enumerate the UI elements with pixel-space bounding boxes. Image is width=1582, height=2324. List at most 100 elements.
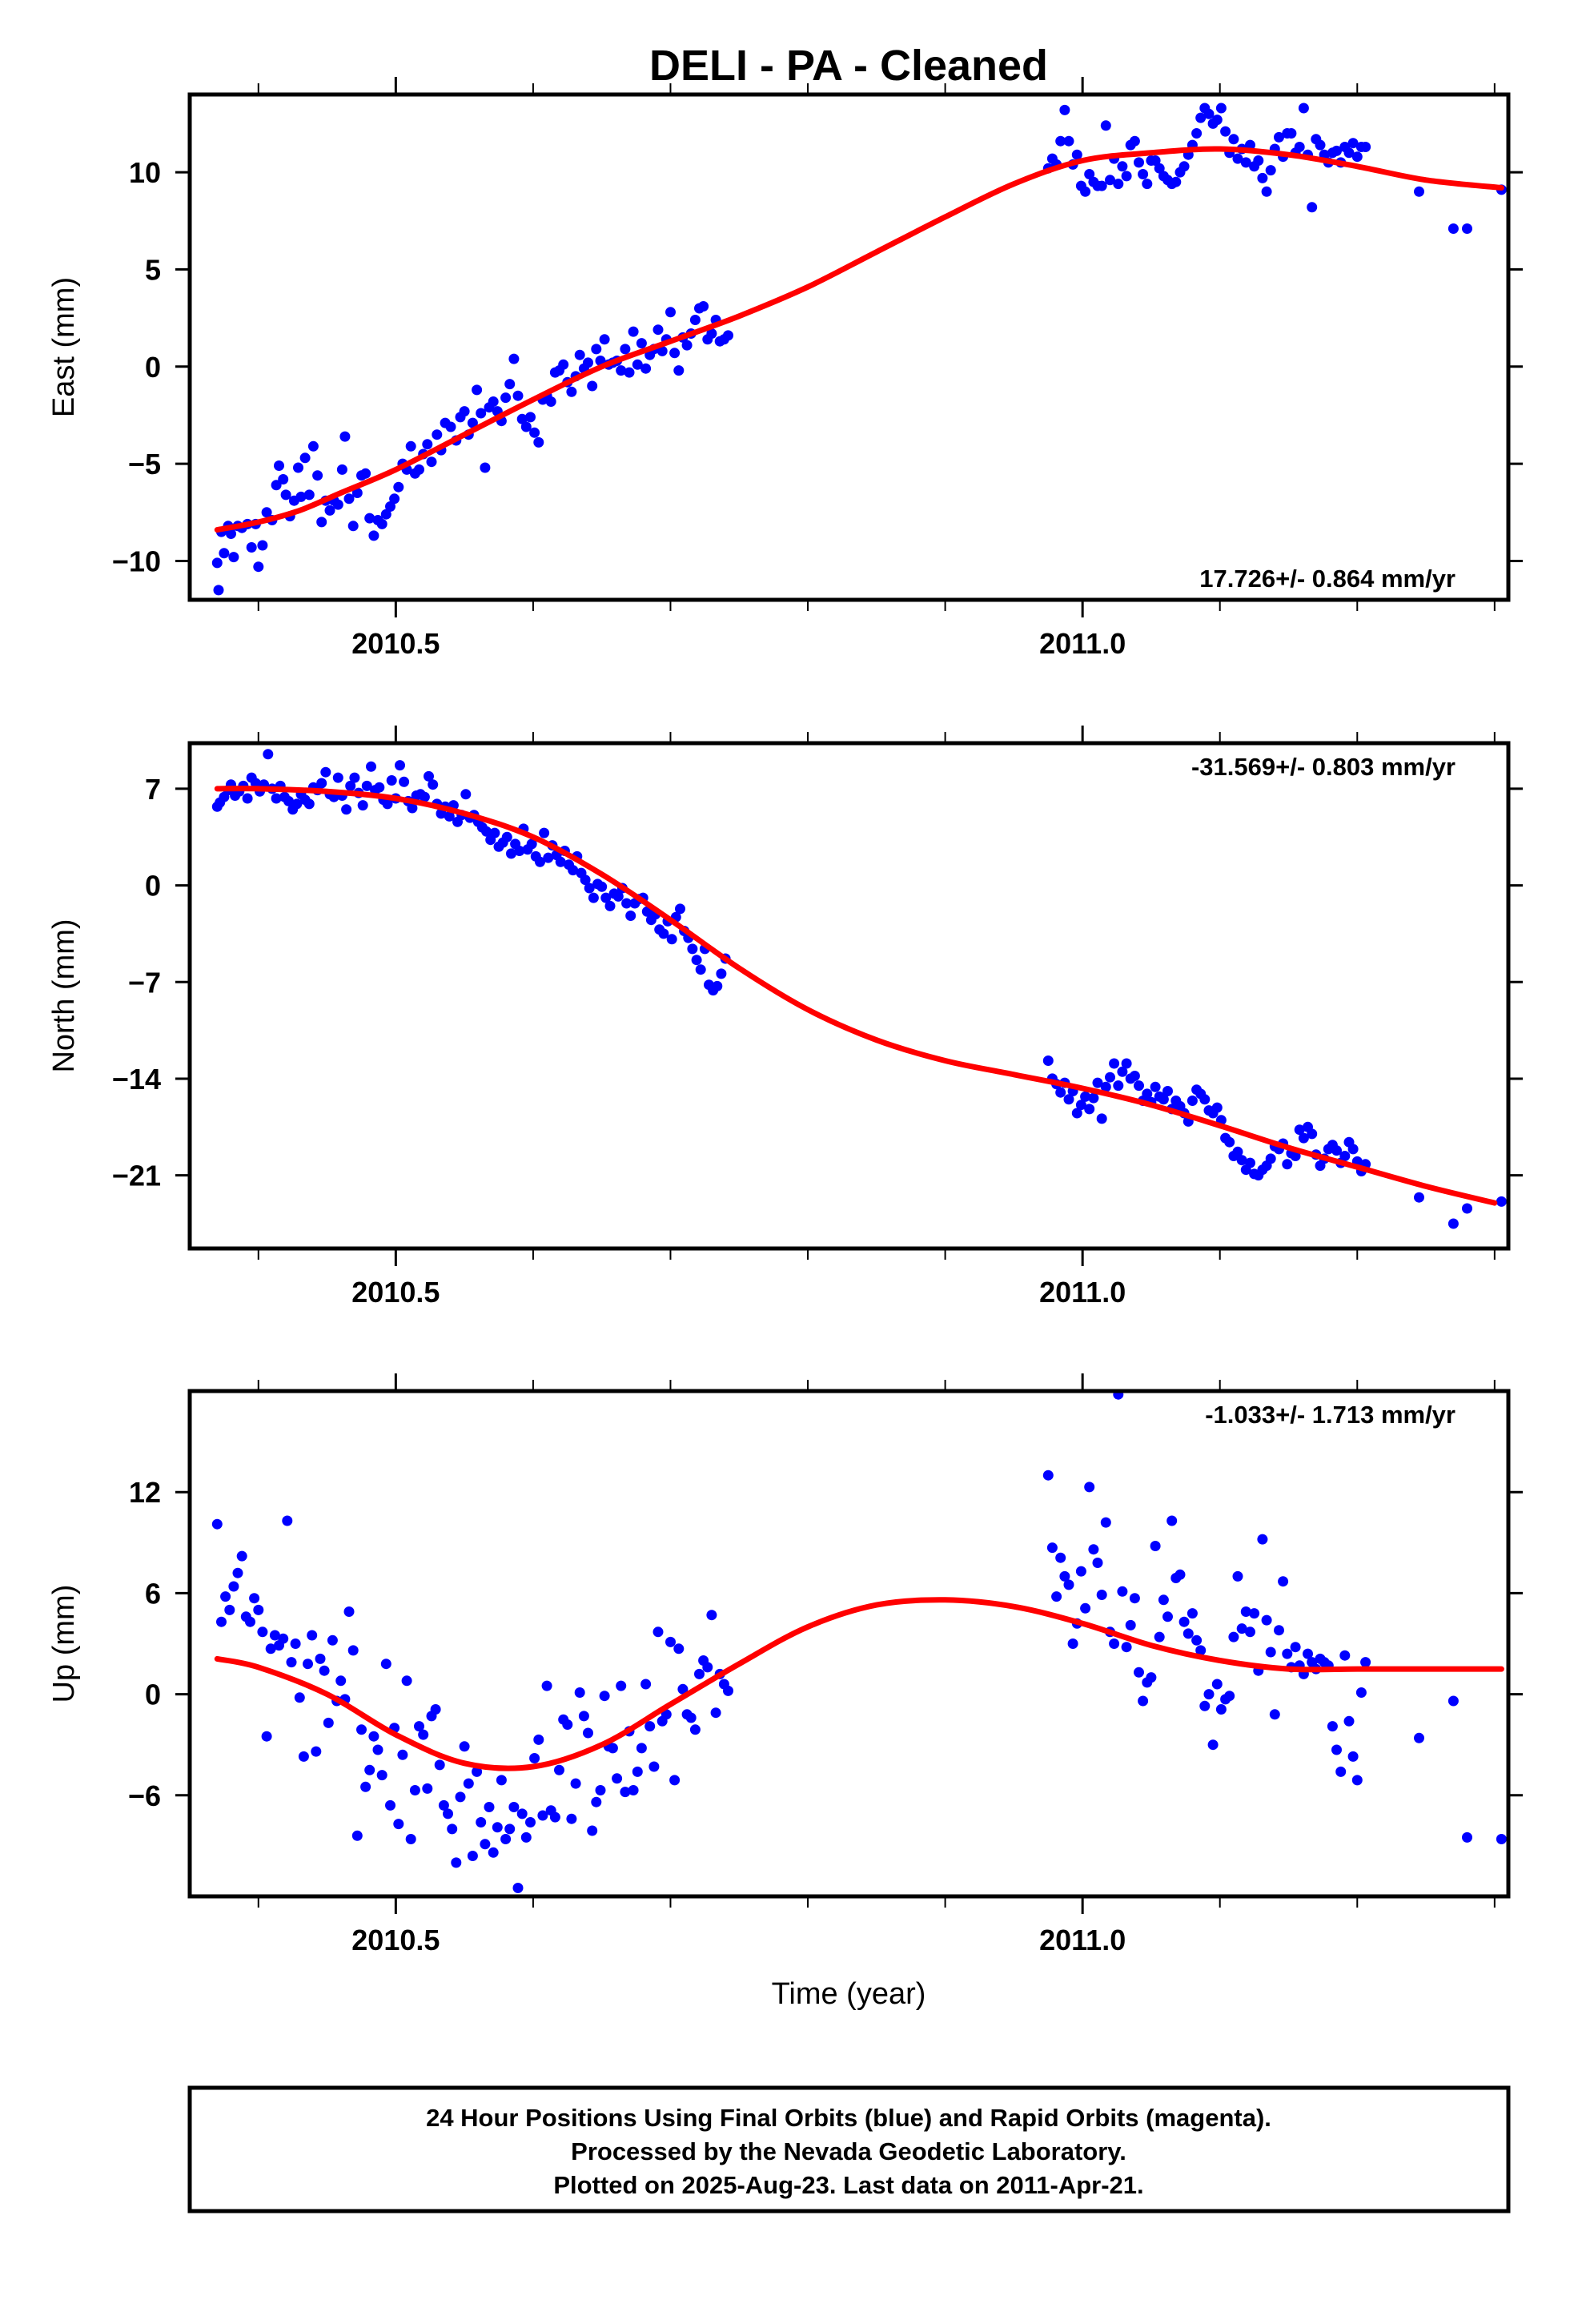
data-point: [467, 1851, 478, 1861]
data-point: [356, 1724, 367, 1735]
data-point: [366, 761, 376, 772]
data-point: [628, 1785, 639, 1795]
trend-fit-line: [214, 786, 1498, 1206]
data-point: [1496, 1196, 1507, 1207]
data-point: [644, 1721, 656, 1732]
data-point: [1347, 138, 1359, 149]
data-point: [1109, 1058, 1120, 1069]
data-point: [1059, 1570, 1070, 1582]
data-point: [1462, 1203, 1472, 1214]
data-point: [512, 390, 524, 401]
data-point: [1240, 157, 1251, 168]
data-point: [211, 1518, 223, 1530]
data-point: [1092, 1558, 1103, 1568]
data-point: [336, 464, 347, 475]
data-point: [361, 780, 372, 791]
data-point: [636, 338, 647, 349]
data-point: [1178, 161, 1190, 172]
data-point: [294, 1692, 305, 1703]
y-tick-label: 5: [145, 253, 161, 286]
data-point: [299, 452, 311, 464]
data-point: [1042, 1055, 1054, 1066]
data-point: [1088, 1092, 1099, 1104]
data-point: [211, 557, 223, 569]
data-point: [1055, 135, 1066, 147]
data-point: [1343, 1715, 1355, 1727]
data-point: [293, 462, 303, 473]
data-point: [1257, 172, 1268, 183]
data-point: [327, 1634, 338, 1646]
data-point: [535, 856, 545, 867]
data-point: [1207, 1739, 1219, 1751]
x-tick-label: 2010.5: [351, 627, 440, 660]
data-point: [343, 1606, 355, 1617]
data-point: [1327, 1721, 1338, 1732]
data-point: [580, 875, 591, 886]
data-point: [1290, 1642, 1301, 1653]
data-point: [677, 1683, 689, 1695]
data-point: [1121, 171, 1132, 182]
data-point: [723, 1685, 733, 1696]
trend-fit-line: [214, 146, 1504, 533]
data-point: [1059, 104, 1070, 115]
data-point: [669, 348, 681, 359]
data-point: [282, 1515, 293, 1526]
data-point: [687, 943, 698, 955]
up-panel: 2010.5 2011.0 −6 0 6 12 Up (mm) -1.033+/- 1.713…: [47, 1373, 1523, 1956]
data-point: [245, 1616, 255, 1627]
data-point: [351, 488, 363, 498]
data-point: [283, 795, 294, 806]
data-point: [261, 507, 272, 518]
y-tick-label: −6: [128, 1779, 161, 1812]
data-point: [675, 903, 685, 915]
data-point: [555, 856, 566, 867]
data-point: [1249, 1608, 1260, 1619]
data-point: [1162, 1611, 1173, 1622]
data-point: [541, 1680, 552, 1691]
data-point: [1134, 1080, 1144, 1092]
data-point: [1224, 1136, 1235, 1148]
rate-annotation: -1.033+/- 1.713 mm/yr: [1205, 1401, 1456, 1429]
data-point: [1162, 1086, 1173, 1096]
data-point: [1307, 202, 1318, 213]
data-point: [291, 798, 303, 810]
data-point: [666, 934, 677, 945]
data-point: [543, 852, 554, 863]
data-point: [316, 517, 327, 528]
data-point: [393, 1819, 404, 1830]
data-point: [583, 1727, 593, 1739]
data-point: [706, 328, 717, 339]
data-point: [1195, 1645, 1207, 1656]
data-point: [526, 838, 537, 850]
data-point: [508, 1802, 520, 1812]
data-point: [1096, 180, 1107, 191]
data-point: [430, 1704, 441, 1715]
data-point: [1046, 1542, 1058, 1554]
data-point: [295, 491, 307, 502]
data-point: [712, 980, 723, 991]
data-point: [335, 1675, 347, 1687]
data-point: [339, 431, 351, 442]
data-point: [303, 798, 315, 810]
data-point: [516, 413, 528, 424]
data-point: [280, 489, 291, 501]
data-point: [588, 892, 599, 903]
plot-frame: [187, 1389, 1511, 1899]
data-point: [1294, 142, 1305, 152]
data-point: [652, 324, 664, 336]
data-point: [506, 848, 516, 859]
data-point: [1265, 1647, 1276, 1658]
data-point: [545, 396, 556, 407]
data-point: [1303, 1648, 1313, 1659]
data-point: [537, 1810, 548, 1821]
north-panel: 2010.5 2011.0 −21 −14 −7 0 7 North (mm) -31.569+…: [47, 726, 1523, 1309]
plot-frame: [187, 741, 1511, 1251]
data-point: [1191, 1634, 1203, 1646]
data-point: [539, 827, 550, 838]
data-point: [1307, 1128, 1318, 1140]
data-point: [656, 345, 668, 356]
data-point: [405, 1834, 416, 1844]
data-point: [263, 749, 274, 760]
data-point: [360, 468, 371, 479]
data-point: [1063, 1579, 1074, 1590]
